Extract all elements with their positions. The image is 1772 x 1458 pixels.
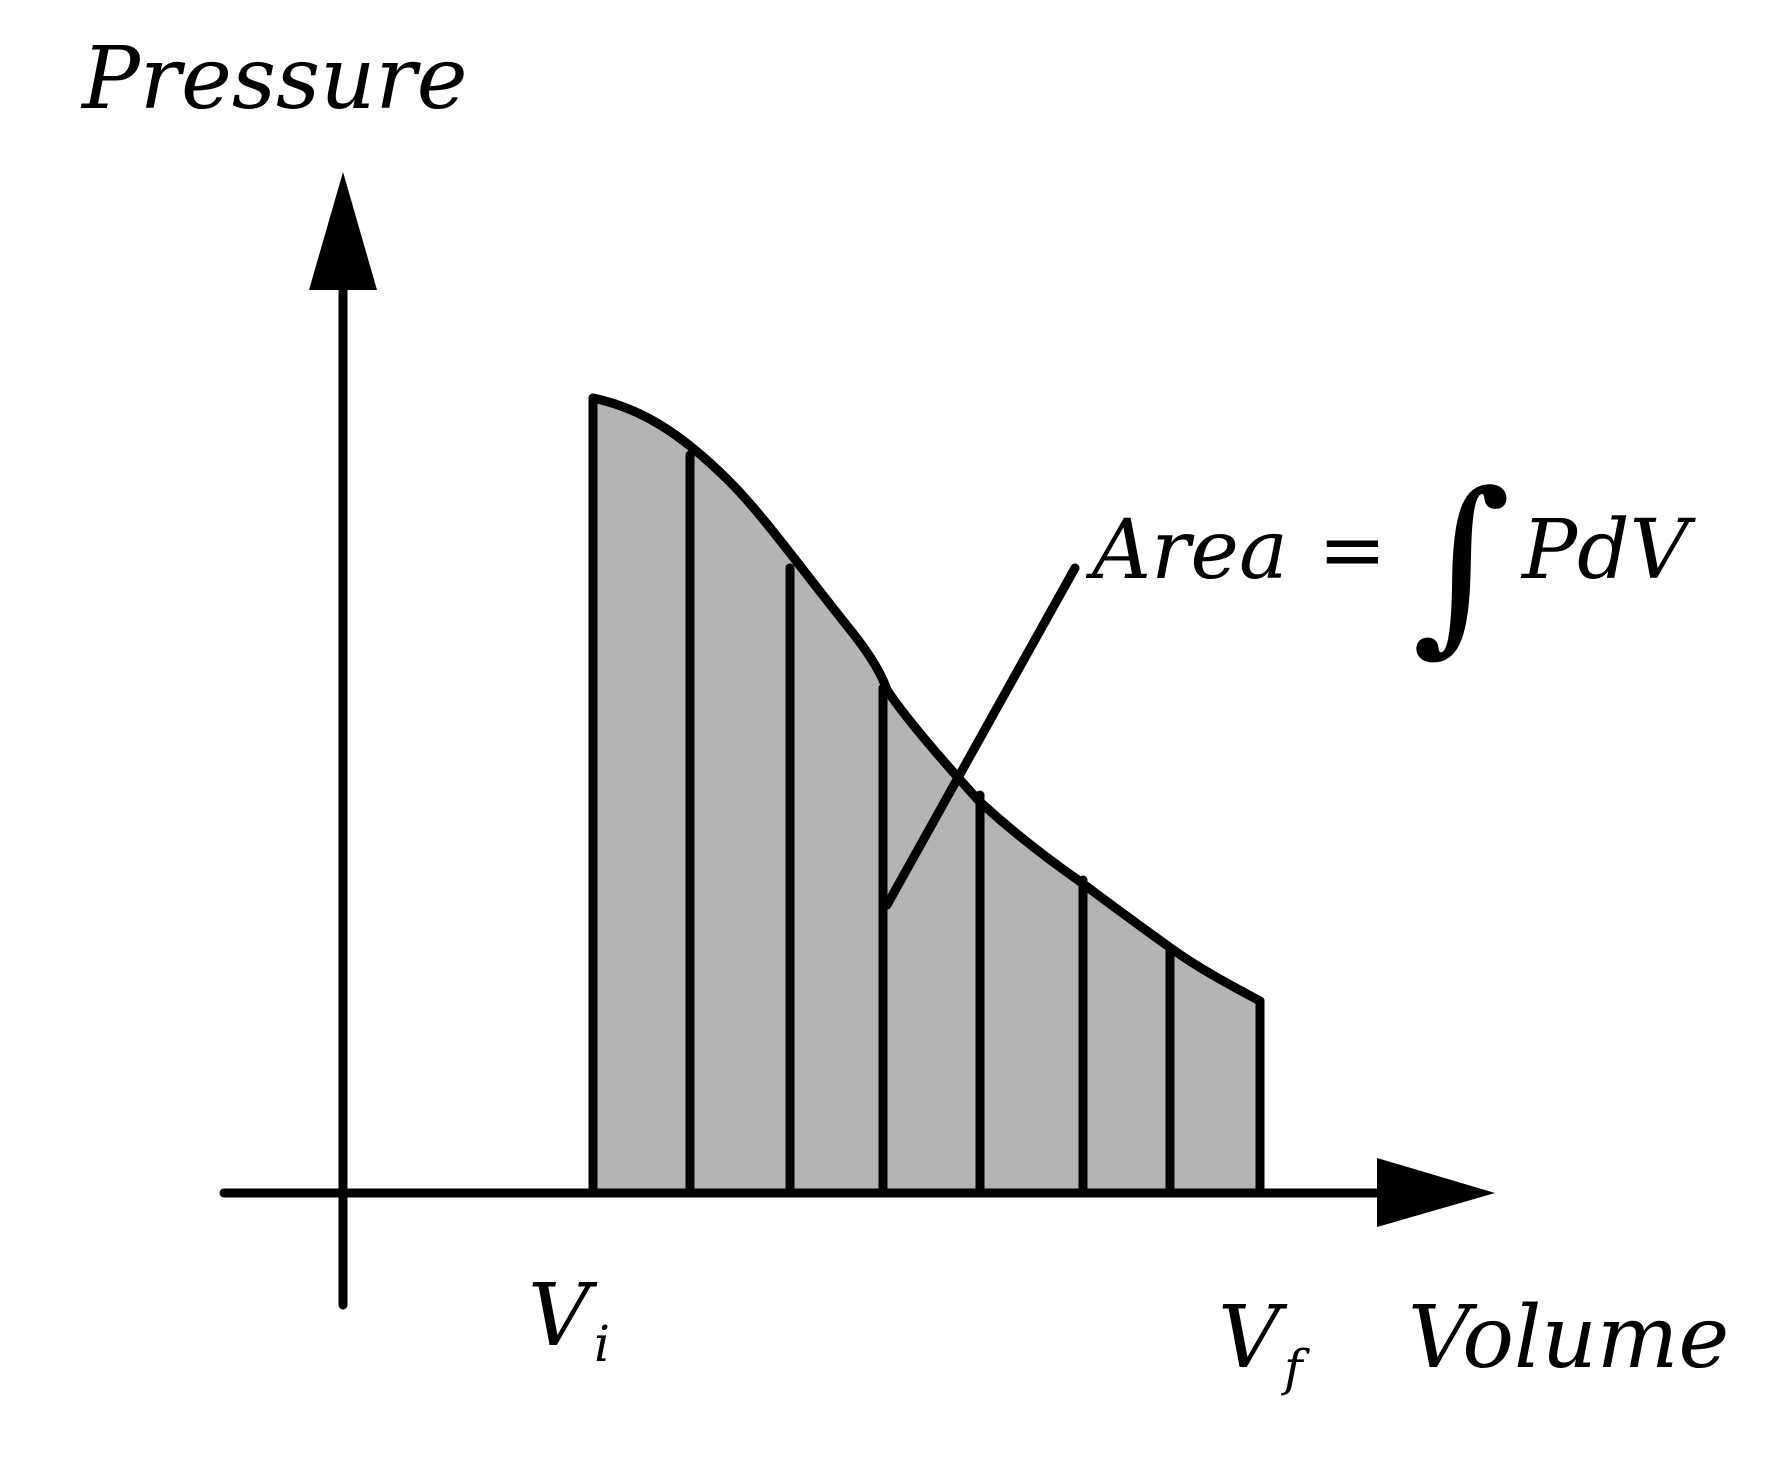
v-final-subscript: f (1280, 1339, 1310, 1397)
v-final-label: V f (1218, 1288, 1310, 1397)
shaded-area (593, 398, 1260, 1193)
x-axis-arrowhead (1377, 1158, 1495, 1227)
formula-integral-sign: ∫ (1412, 452, 1511, 673)
y-axis-arrowhead (309, 172, 377, 290)
formula-equals: = (1318, 503, 1387, 598)
area-formula: Area = ∫ PdV (1085, 452, 1697, 673)
formula-area-word: Area (1085, 503, 1288, 598)
annotation-pointer (882, 563, 1080, 910)
v-initial-subscript: i (594, 1315, 610, 1373)
v-final-main: V (1218, 1288, 1288, 1388)
strip-dividers (685, 450, 1175, 1198)
x-axis-label: Volume (1408, 1288, 1729, 1388)
v-initial-main: V (528, 1266, 598, 1366)
pressure-curve (588, 393, 1265, 1006)
formula-pdv: PdV (1520, 503, 1697, 598)
y-axis-label: Pressure (80, 29, 468, 129)
v-initial-label: V i (528, 1266, 610, 1373)
